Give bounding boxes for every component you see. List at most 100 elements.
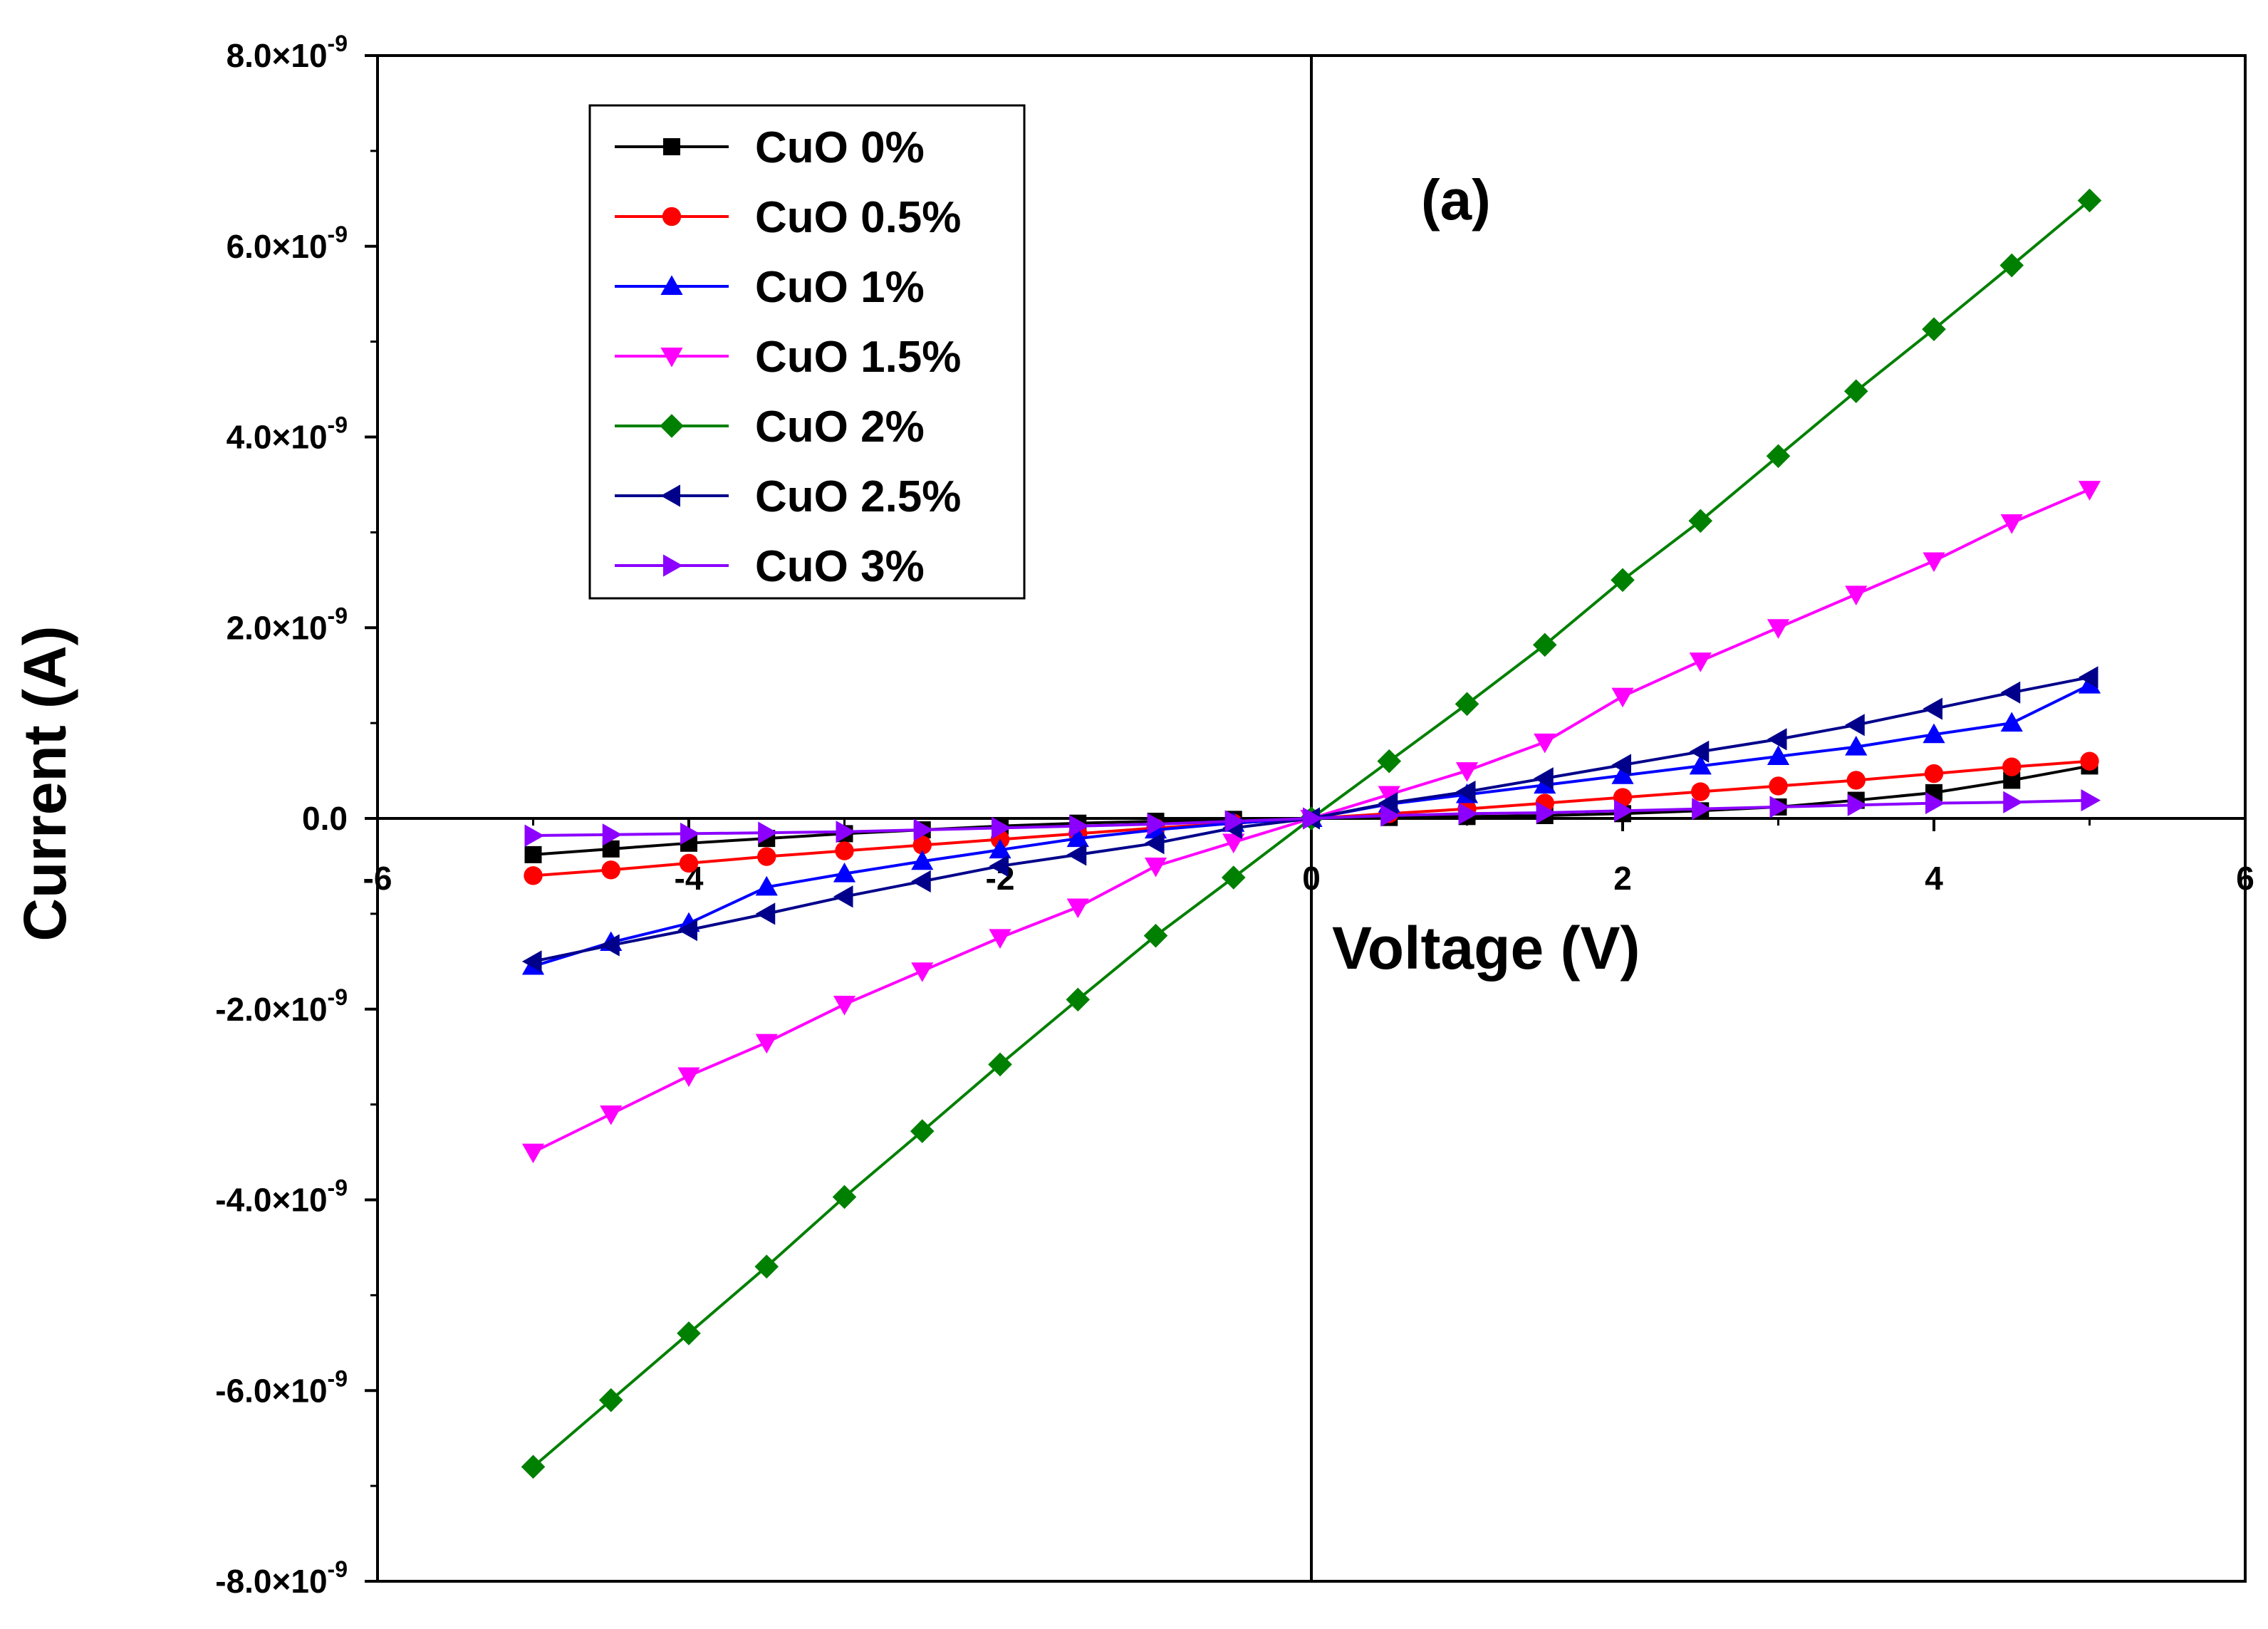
data-point (524, 866, 543, 885)
data-point (680, 822, 700, 845)
data-point (1688, 509, 1713, 534)
data-point (1999, 253, 2024, 278)
data-point (1221, 865, 1246, 890)
data-point (2081, 789, 2101, 812)
data-point (1534, 733, 1556, 754)
y-tick-label: -6.0×10-9 (215, 1365, 348, 1409)
data-point (1455, 692, 1479, 717)
data-point (598, 1388, 623, 1412)
panel-label: (a) (1421, 168, 1491, 231)
data-point (600, 934, 620, 957)
data-point (677, 1067, 700, 1088)
data-point (2078, 673, 2101, 694)
data-point (2003, 791, 2023, 813)
data-point (1222, 833, 1245, 854)
data-point (1066, 843, 1087, 866)
legend-label: CuO 3% (755, 542, 925, 591)
data-point (524, 824, 545, 847)
y-axis-title: Current (A) (11, 625, 78, 941)
legend-label: CuO 1.5% (755, 333, 961, 382)
y-tick-label: 2.0×10-9 (227, 603, 348, 646)
legend-marker (660, 414, 684, 438)
data-point (835, 841, 854, 860)
data-point (1611, 754, 1631, 776)
data-point (1923, 723, 1945, 744)
legend-box (588, 104, 1026, 600)
data-point (992, 816, 1011, 839)
y-tick-label: 6.0×10-9 (227, 222, 348, 265)
data-point (1066, 987, 1091, 1012)
data-point (989, 855, 1009, 878)
data-point (754, 1254, 779, 1279)
data-point (836, 821, 856, 843)
data-point (2077, 188, 2102, 213)
data-point (1769, 776, 1788, 796)
legend-marker (663, 554, 683, 577)
data-point (677, 919, 697, 942)
legend-entry: CuO 1.5% (615, 333, 961, 382)
data-point (1455, 780, 1476, 803)
data-point (1922, 317, 1946, 342)
x-tick-label: 4 (1925, 860, 1943, 897)
data-point (1066, 898, 1089, 919)
data-point (677, 1321, 701, 1346)
data-point (2078, 666, 2098, 689)
data-point (833, 996, 856, 1016)
y-tick-label: 8.0×10-9 (227, 31, 348, 74)
data-point (758, 821, 778, 844)
data-point (1846, 771, 1866, 790)
data-point (1845, 735, 1868, 756)
x-tick-label: 0 (1302, 860, 1321, 897)
data-point (1843, 379, 1868, 404)
x-tick-label: 6 (2236, 860, 2254, 897)
data-point (2000, 681, 2021, 704)
y-tick-label: -8.0×10-9 (215, 1556, 348, 1600)
series-cuo-3- (524, 789, 2101, 847)
data-point (1691, 782, 1710, 801)
x-axis-title: Voltage (V) (1332, 915, 1640, 982)
data-point (911, 870, 931, 892)
data-point (600, 1105, 623, 1125)
data-point (988, 1052, 1012, 1077)
legend-label: CuO 2% (755, 402, 925, 452)
data-point (1147, 813, 1167, 836)
data-point (1144, 832, 1165, 855)
y-axis-ticks: 8.0×10-9 6.0×10-9 4.0×10-9 2.0×10-9 0.0 -2.0×… (215, 31, 378, 1600)
legend-marker (662, 207, 682, 227)
data-point (2000, 712, 2023, 732)
data-point (1143, 923, 1168, 948)
x-tick-label: -6 (363, 860, 392, 897)
data-point (1614, 799, 1634, 822)
data-point (912, 836, 932, 855)
data-point (2000, 514, 2023, 534)
legend-entry: CuO 0% (615, 123, 925, 172)
y-tick-label: -2.0×10-9 (215, 984, 348, 1028)
data-point (1455, 762, 1479, 782)
legend-label: CuO 0.5% (755, 193, 961, 242)
data-point (2002, 757, 2022, 776)
data-point (911, 850, 934, 870)
data-point (1611, 687, 1634, 708)
data-point (521, 1454, 546, 1479)
data-point (1847, 793, 1868, 816)
data-point (989, 929, 1011, 949)
data-point (989, 838, 1011, 859)
data-point (1458, 802, 1479, 825)
data-point (2080, 751, 2099, 771)
data-point (1611, 764, 1634, 784)
data-point (1069, 815, 1089, 838)
legend-marker (660, 484, 680, 507)
data-point (1144, 857, 1167, 878)
data-point (832, 1185, 857, 1209)
data-point (1925, 791, 1945, 815)
data-point (755, 1034, 778, 1054)
legend-marker (660, 275, 683, 295)
data-point (1767, 728, 1787, 751)
data-point (1924, 764, 1944, 784)
legend-marker (660, 348, 683, 368)
data-point (1845, 714, 1865, 737)
data-point (1766, 444, 1791, 469)
legend-label: CuO 2.5% (755, 472, 961, 521)
data-point (521, 1143, 545, 1164)
